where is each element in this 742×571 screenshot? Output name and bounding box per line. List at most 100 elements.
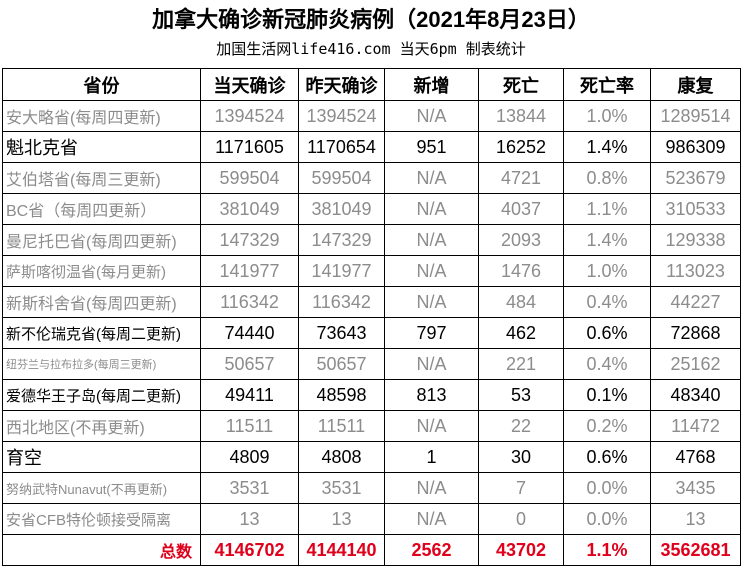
value-cell: 11511 [298, 410, 385, 442]
column-header: 死亡率 [563, 68, 651, 101]
column-header: 省份 [2, 68, 201, 101]
total-value: 4146702 [200, 534, 299, 566]
table-row: 魁北克省 1171605 1170654 951 16252 1.4% 986309 [2, 131, 741, 163]
value-cell: 1.4% [563, 131, 651, 163]
total-value: 4144140 [298, 534, 385, 566]
total-value: 2562 [384, 534, 479, 566]
value-cell: 0.8% [563, 162, 651, 194]
province-cell: 纽芬兰与拉布拉多(每周三更新) [2, 348, 201, 380]
title: 加拿大确诊新冠肺炎病例（2021年8月23日） [152, 7, 590, 32]
province-cell: 安大略省(每周四更新) [2, 100, 201, 132]
total-label: 总数 [2, 534, 201, 566]
value-cell: 0.0% [563, 503, 651, 535]
value-cell: 44227 [650, 286, 741, 318]
table-row: 新斯科舍省(每周四更新) 116342 116342 N/A 484 0.4% 44227 [2, 286, 741, 318]
value-cell: 4037 [478, 193, 564, 225]
value-cell: N/A [384, 472, 479, 504]
table-row: BC省（每周四更新） 381049 381049 N/A 4037 1.1% 310533 [2, 193, 741, 225]
value-cell: N/A [384, 348, 479, 380]
value-cell: 30 [478, 441, 564, 473]
value-cell: N/A [384, 503, 479, 535]
value-cell: N/A [384, 410, 479, 442]
province-cell: 新不伦瑞克省(每周二更新) [2, 317, 201, 349]
table-row: 安大略省(每周四更新) 1394524 1394524 N/A 13844 1.0% 128… [2, 100, 741, 132]
value-cell: 221 [478, 348, 564, 380]
province-cell: 安省CFB特伦顿接受隔离 [2, 503, 201, 535]
value-cell: 381049 [298, 193, 385, 225]
value-cell: 129338 [650, 224, 741, 256]
column-header: 当天确诊 [200, 68, 299, 101]
value-cell: 4809 [200, 441, 299, 473]
value-cell: 13 [200, 503, 299, 535]
total-row: 总数 4146702 4144140 2562 43702 1.1% 3562681 [2, 534, 741, 566]
value-cell: 25162 [650, 348, 741, 380]
value-cell: 72868 [650, 317, 741, 349]
value-cell: 0.0% [563, 472, 651, 504]
column-header: 死亡 [478, 68, 564, 101]
value-cell: 951 [384, 131, 479, 163]
value-cell: 4768 [650, 441, 741, 473]
table-row: 新不伦瑞克省(每周二更新) 74440 73643 797 462 0.6% 72868 [2, 317, 741, 349]
province-cell: 西北地区(不再更新) [2, 410, 201, 442]
value-cell: 141977 [200, 255, 299, 287]
value-cell: N/A [384, 162, 479, 194]
value-cell: 813 [384, 379, 479, 411]
table-row: 曼尼托巴省(每周四更新) 147329 147329 N/A 2093 1.4% 12933… [2, 224, 741, 256]
value-cell: 1.0% [563, 255, 651, 287]
value-cell: 1.4% [563, 224, 651, 256]
province-cell: 爱德华王子岛(每周二更新) [2, 379, 201, 411]
value-cell: 462 [478, 317, 564, 349]
province-cell: 艾伯塔省(每周三更新) [2, 162, 201, 194]
value-cell: 147329 [298, 224, 385, 256]
value-cell: 484 [478, 286, 564, 318]
value-cell: 74440 [200, 317, 299, 349]
value-cell: 599504 [298, 162, 385, 194]
table-row: 萨斯喀彻温省(每月更新) 141977 141977 N/A 1476 1.0% 11302… [2, 255, 741, 287]
value-cell: 0.4% [563, 348, 651, 380]
value-cell: 0.2% [563, 410, 651, 442]
province-cell: 努纳武特Nunavut(不再更新) [2, 472, 201, 504]
value-cell: 3531 [298, 472, 385, 504]
province-cell: 魁北克省 [2, 131, 201, 163]
value-cell: 1.0% [563, 100, 651, 132]
value-cell: 1394524 [298, 100, 385, 132]
value-cell: 53 [478, 379, 564, 411]
value-cell: 381049 [200, 193, 299, 225]
value-cell: 2093 [478, 224, 564, 256]
value-cell: 11472 [650, 410, 741, 442]
table-row: 西北地区(不再更新) 11511 11511 N/A 22 0.2% 11472 [2, 410, 741, 442]
value-cell: 0.1% [563, 379, 651, 411]
value-cell: N/A [384, 224, 479, 256]
value-cell: 3531 [200, 472, 299, 504]
value-cell: 599504 [200, 162, 299, 194]
value-cell: 0.4% [563, 286, 651, 318]
province-cell: 萨斯喀彻温省(每月更新) [2, 255, 201, 287]
value-cell: 0.6% [563, 441, 651, 473]
data-table: 省份 当天确诊 昨天确诊 新增 死亡 死亡率 康复 安大略省(每周四更新) 1394524 139… [2, 68, 741, 566]
value-cell: 50657 [298, 348, 385, 380]
value-cell: 48598 [298, 379, 385, 411]
province-cell: 新斯科舍省(每周四更新) [2, 286, 201, 318]
value-cell: 16252 [478, 131, 564, 163]
value-cell: 113023 [650, 255, 741, 287]
value-cell: 1 [384, 441, 479, 473]
table-row: 艾伯塔省(每周三更新) 599504 599504 N/A 4721 0.8% 523679 [2, 162, 741, 194]
table-row: 安省CFB特伦顿接受隔离 13 13 N/A 0 0.0% 13 [2, 503, 741, 535]
value-cell: 13 [298, 503, 385, 535]
value-cell: 0.6% [563, 317, 651, 349]
value-cell: 523679 [650, 162, 741, 194]
value-cell: N/A [384, 255, 479, 287]
value-cell: 0 [478, 503, 564, 535]
total-value: 3562681 [650, 534, 741, 566]
table-row: 爱德华王子岛(每周二更新) 49411 48598 813 53 0.1% 48340 [2, 379, 741, 411]
value-cell: 3435 [650, 472, 741, 504]
value-cell: 13844 [478, 100, 564, 132]
value-cell: 141977 [298, 255, 385, 287]
value-cell: 116342 [298, 286, 385, 318]
value-cell: 1.1% [563, 193, 651, 225]
value-cell: N/A [384, 100, 479, 132]
value-cell: 4808 [298, 441, 385, 473]
column-header: 康复 [650, 68, 741, 101]
column-header: 新增 [384, 68, 479, 101]
